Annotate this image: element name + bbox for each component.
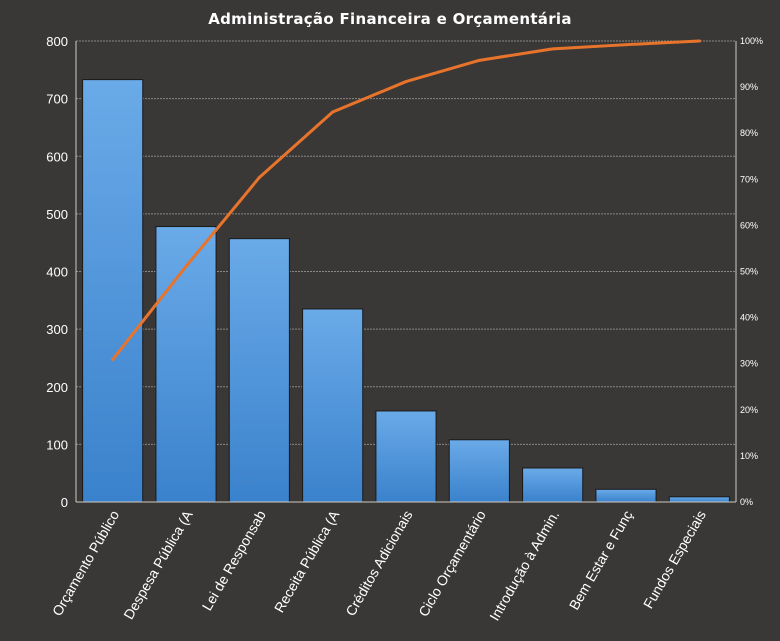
y2-tick-label: 30% — [740, 359, 758, 369]
y-axis-left: 0 100 200 300 400 500 600 700 800 — [46, 34, 77, 510]
x-tick-label: Receita Pública (A — [271, 507, 343, 615]
line-point — [184, 264, 188, 268]
y2-tick-label: 20% — [740, 405, 758, 415]
line-point — [257, 175, 261, 179]
bar — [595, 488, 657, 503]
y2-tick-label: 40% — [740, 313, 758, 323]
bar — [228, 238, 290, 503]
bar — [668, 496, 730, 503]
bar — [448, 439, 510, 503]
line-point — [404, 80, 408, 84]
bars — [82, 79, 730, 503]
x-tick-label: Bem Estar e Funç — [566, 508, 636, 613]
x-tick-label: Créditos Adicionais — [342, 508, 415, 619]
y2-tick-label: 80% — [740, 128, 758, 138]
y2-tick-label: 100% — [740, 36, 763, 46]
line-point — [697, 39, 701, 43]
bar — [155, 226, 217, 503]
y-axis-right: 0% 10% 20% 30% 40% 50% 60% 70% 80% 90% 100% — [735, 36, 763, 507]
y-tick-label: 0 — [61, 495, 68, 510]
y2-tick-label: 10% — [740, 451, 758, 461]
x-tick-label: Ciclo Orçamentário — [415, 507, 489, 619]
bar — [522, 467, 584, 503]
y2-tick-label: 0% — [740, 497, 753, 507]
x-tick-label: Lei de Responsab — [199, 507, 269, 613]
bar — [375, 410, 437, 503]
y-tick-label: 200 — [46, 380, 68, 395]
x-tick-label: Introdução à Admin. — [486, 508, 562, 624]
y2-tick-label: 60% — [740, 220, 758, 230]
line-point — [551, 47, 555, 51]
line-point — [111, 358, 115, 362]
line-point — [477, 58, 481, 62]
bar — [82, 79, 144, 503]
chart-title: Administração Financeira e Orçamentária — [208, 10, 572, 28]
y2-tick-label: 50% — [740, 267, 758, 277]
line-point — [624, 43, 628, 47]
x-tick-label: Orçamento Público — [49, 507, 122, 618]
cumulative-line — [111, 39, 701, 362]
y-tick-label: 800 — [46, 34, 68, 49]
y-tick-label: 500 — [46, 207, 68, 222]
y-tick-label: 100 — [46, 437, 68, 452]
y2-tick-label: 90% — [740, 82, 758, 92]
bar — [302, 308, 364, 503]
y-tick-label: 400 — [46, 265, 68, 280]
y-tick-label: 300 — [46, 322, 68, 337]
y-tick-label: 700 — [46, 92, 68, 107]
line-point — [331, 110, 335, 114]
x-tick-label: Fundos Especiais — [640, 508, 709, 612]
x-tick-label: Despesa Pública (A — [120, 507, 196, 622]
y-tick-label: 600 — [46, 149, 68, 164]
y2-tick-label: 70% — [740, 174, 758, 184]
